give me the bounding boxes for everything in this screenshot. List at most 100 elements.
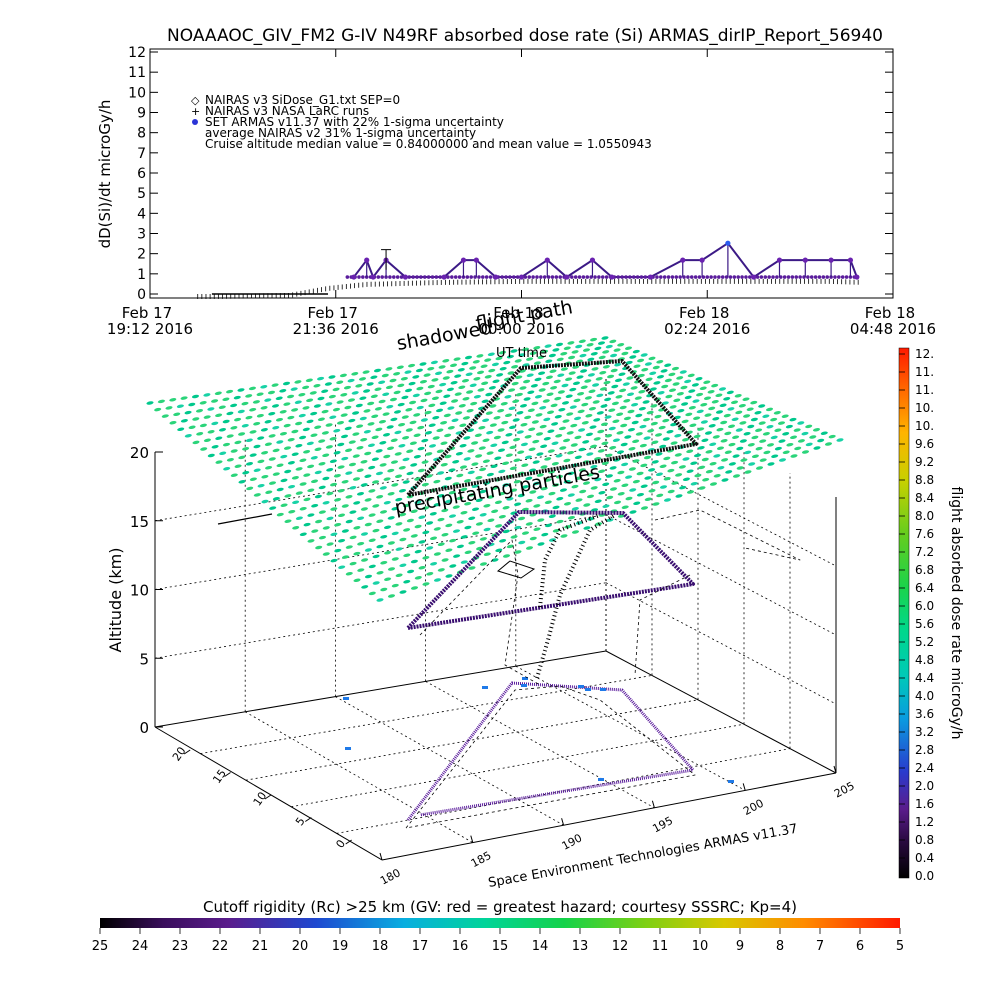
rc-plane-cell — [653, 381, 661, 385]
x-tick-label-time: 00:00 2016 — [478, 320, 564, 338]
rc-plane-cell — [518, 540, 526, 545]
rc-plane-cell — [375, 427, 383, 432]
rc-plane-cell — [242, 470, 250, 475]
rc-plane-cell — [421, 460, 429, 464]
rc-plane-cell — [513, 479, 521, 484]
rc-plane-cell — [536, 452, 544, 456]
rc-plane-cell — [504, 413, 512, 418]
rc-plane-cell — [565, 394, 573, 398]
rc-plane-cell — [629, 488, 637, 492]
rc-plane-cell — [641, 367, 649, 372]
rc-plane-cell — [589, 444, 598, 449]
rc-plane-cell — [540, 465, 548, 469]
rc-plane-cell — [345, 495, 353, 499]
rc-plane-cell — [420, 418, 428, 422]
rc-plane-cell — [288, 509, 296, 514]
rc-plane-cell — [429, 512, 437, 516]
box-edge — [264, 794, 272, 800]
rc-plane-cell — [357, 568, 365, 572]
box-edge — [833, 765, 837, 774]
rc-plane-cell — [602, 350, 610, 354]
rc-plane-cell — [341, 456, 349, 461]
rc-plane-cell — [367, 443, 375, 448]
rc-plane-cell — [445, 523, 453, 528]
rc-plane-cell — [387, 492, 395, 496]
rc-plane-cell — [349, 510, 357, 514]
rc-plane-cell — [338, 538, 346, 543]
rc-plane-cell — [624, 346, 633, 350]
rc-plane-cell — [318, 439, 326, 443]
altitude-tick-label: 0 — [139, 719, 149, 737]
rc-colorbar-tick-label: 7 — [816, 939, 824, 954]
rc-plane-cell — [540, 444, 548, 449]
rc-plane-cell — [532, 481, 541, 486]
rc-plane-cell — [326, 468, 334, 472]
rc-plane-cell — [467, 493, 476, 497]
rc-plane-cell — [317, 396, 325, 401]
rc-plane-cell — [403, 553, 411, 558]
box-edge — [651, 800, 655, 808]
rc-plane-cell — [176, 404, 184, 408]
rc-plane-cell — [695, 377, 703, 381]
rc-plane-cell — [697, 427, 705, 431]
rc-plane-cell — [543, 436, 551, 441]
rc-plane-cell — [755, 466, 764, 470]
rc-plane-cell — [462, 397, 470, 401]
rc-plane-cell — [548, 353, 556, 358]
rc-plane-cell — [606, 495, 614, 500]
rc-plane-cell — [276, 463, 284, 468]
rc-plane-cell — [640, 463, 648, 468]
rc-plane-cell — [490, 464, 498, 469]
armas-point — [511, 275, 516, 279]
rc-plane-cell — [407, 569, 415, 574]
rc-plane-cell — [233, 395, 241, 400]
armas-point — [357, 275, 361, 279]
rc-plane-cell — [337, 442, 345, 447]
rc-plane-cell — [725, 470, 733, 474]
rc-plane-cell — [395, 497, 403, 502]
armas-point — [345, 275, 350, 279]
rc-plane-cell — [382, 433, 391, 437]
armas-point — [705, 275, 710, 279]
rc-plane-cell — [645, 377, 653, 382]
rc-plane-cell — [467, 449, 475, 453]
rc-plane-cell — [567, 471, 575, 476]
rc-plane-cell — [433, 527, 441, 531]
rc-plane-cell — [668, 372, 676, 377]
rc-plane-cell — [782, 432, 790, 436]
rc-plane-cell — [299, 458, 307, 463]
rc-plane-cell — [466, 408, 474, 413]
dose-colorbar-tick-label: 10. — [915, 401, 934, 415]
rc-plane-cell — [455, 411, 463, 415]
rc-plane-cell — [476, 370, 485, 375]
armas-point — [609, 274, 615, 280]
y-tick-label: 4 — [137, 206, 146, 222]
rc-plane-cell — [348, 418, 356, 423]
rc-plane-cell — [494, 500, 502, 505]
rc-plane-cell — [352, 477, 361, 481]
rc-plane-cell — [748, 462, 756, 466]
rc-plane-cell — [379, 463, 387, 467]
rc-plane-cell — [621, 462, 629, 467]
aircraft-marker — [496, 560, 536, 579]
rc-plane-cell — [509, 466, 517, 471]
rc-plane-cell — [454, 392, 462, 396]
rc-plane-cell — [432, 436, 440, 440]
armas-point — [631, 275, 636, 279]
rc-plane-cell — [755, 428, 763, 432]
rc-plane-cell — [509, 445, 517, 450]
armas-point — [465, 275, 470, 279]
rc-plane-cell — [650, 404, 658, 408]
rc-plane-cell — [314, 470, 322, 475]
rc-plane-cell — [389, 378, 397, 383]
armas-point — [670, 275, 675, 279]
rc-plane-cell — [382, 392, 390, 397]
rc-plane-cell — [425, 452, 433, 456]
rc-plane-cell — [576, 375, 584, 379]
rc-plane-cell — [488, 386, 496, 390]
rc-plane-cell — [203, 415, 211, 419]
rc-plane-cell — [428, 403, 436, 408]
rc-plane-cell — [626, 392, 635, 397]
rc-plane-cell — [668, 388, 677, 392]
